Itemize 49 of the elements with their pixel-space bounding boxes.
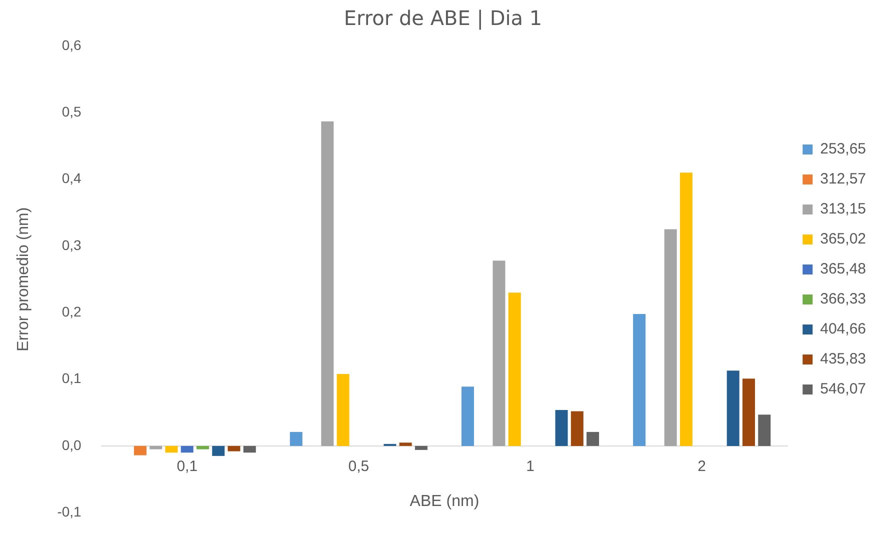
bar: [664, 229, 677, 446]
bar: [134, 446, 146, 456]
chart-title: Error de ABE | Dia 1: [344, 6, 542, 30]
y-tick-label: 0,0: [62, 436, 82, 453]
bar: [758, 414, 771, 446]
y-tick-label: 0,4: [62, 170, 82, 186]
bar: [150, 446, 162, 450]
y-tick-label: -0,1: [57, 503, 82, 520]
legend-label: 366,33: [820, 290, 866, 308]
bar: [196, 446, 209, 450]
bar: [165, 446, 178, 453]
bar: [570, 411, 584, 446]
bar: [742, 378, 755, 446]
y-tick-label: 0,6: [62, 36, 82, 53]
bar: [508, 292, 521, 446]
x-axis-title: ABE (nm): [410, 492, 480, 510]
legend-label: 435,83: [820, 350, 866, 368]
x-tick-label: 0,1: [176, 458, 198, 476]
bar: [243, 446, 256, 453]
legend-label: 313,15: [820, 200, 866, 218]
legend-label: 365,48: [820, 260, 866, 278]
x-tick-label: 1: [526, 458, 534, 476]
bar: [212, 446, 225, 456]
bar: [180, 446, 194, 453]
bar: [492, 260, 506, 446]
y-tick-label: 0,1: [62, 370, 82, 386]
bar: [414, 446, 428, 450]
x-tick-label: 0,5: [348, 458, 370, 476]
bar: [399, 442, 412, 446]
y-tick-label: 0,5: [62, 104, 82, 120]
bar: [586, 432, 600, 446]
bar: [633, 314, 646, 446]
bar: [336, 374, 350, 446]
bar: [321, 121, 334, 446]
bar: [228, 446, 240, 452]
legend-label: 253,65: [820, 140, 866, 158]
x-tick-label: 2: [698, 458, 706, 476]
bar: [726, 370, 740, 446]
y-tick-label: 0,2: [62, 303, 82, 320]
y-axis-title: Error promedio (nm): [15, 207, 32, 352]
bar: [555, 410, 568, 446]
bar: [290, 432, 302, 446]
legend-label: 312,57: [820, 170, 866, 188]
legend-label: 546,07: [820, 380, 866, 398]
bar: [680, 172, 692, 446]
legend-label: 365,02: [820, 230, 866, 248]
bar: [461, 386, 474, 446]
y-tick-label: 0,3: [62, 236, 82, 253]
legend-label: 404,66: [820, 320, 866, 338]
